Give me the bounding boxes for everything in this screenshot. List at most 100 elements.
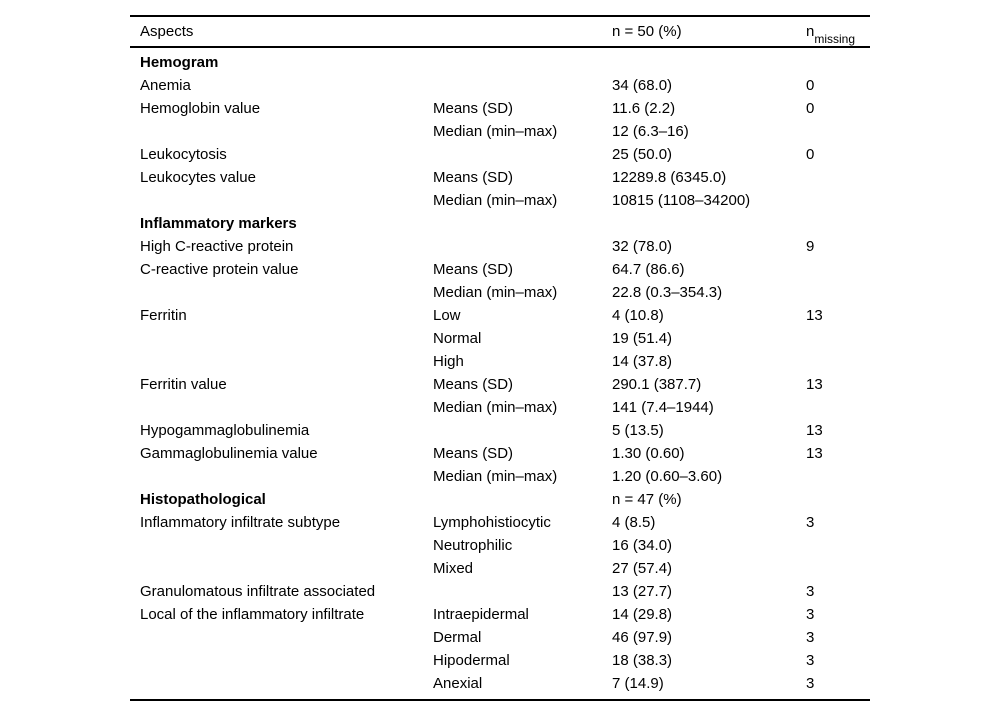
row-value: 1.30 (0.60) <box>612 445 685 462</box>
row-n-missing: 13 <box>806 376 823 393</box>
row-aspect-label: Leukocytosis <box>140 146 227 163</box>
row-aspect-label <box>140 350 433 373</box>
row-aspect-label <box>140 281 433 304</box>
table-row: Hipodermal 18 (38.3) 3 <box>130 649 870 672</box>
row-n-missing: 3 <box>806 629 815 646</box>
row-aspect-label <box>140 120 433 143</box>
section-title: Hemogram <box>140 54 219 71</box>
row-value: 12 (6.3–16) <box>612 123 689 140</box>
row-value: 22.8 (0.3–354.3) <box>612 284 723 301</box>
row-value: 12289.8 (6345.0) <box>612 169 727 186</box>
row-value: n = 47 (%) <box>612 491 682 508</box>
table-row: Ferritin Low 4 (10.8) 13 <box>130 304 870 327</box>
row-aspect-label: Anemia <box>140 77 191 94</box>
row-aspect-label: Granulomatous infiltrate associated <box>140 583 376 600</box>
header-n-missing-base: n <box>806 23 815 40</box>
row-n-missing <box>806 258 870 281</box>
row-subcategory <box>433 74 612 97</box>
row-aspect-label: Leukocytes value <box>140 169 256 186</box>
table-row: Inflammatory infiltrate subtype Lymphohis… <box>130 511 870 534</box>
row-subcategory: Means (SD) <box>433 445 514 462</box>
row-subcategory <box>433 235 612 258</box>
row-subcategory: Median (min–max) <box>433 284 558 301</box>
row-aspect-label <box>140 649 433 672</box>
header-spacer <box>433 17 612 46</box>
table-row: Leukocytosis 25 (50.0) 0 <box>130 143 870 166</box>
row-value: 16 (34.0) <box>612 537 673 554</box>
row-n-missing <box>806 189 870 212</box>
table-row: Hemoglobin value Means (SD) 11.6 (2.2) 0 <box>130 97 870 120</box>
table-row: Median (min–max) 1.20 (0.60–3.60) <box>130 465 870 488</box>
row-aspect-label <box>140 189 433 212</box>
row-n-missing <box>806 327 870 350</box>
row-value: 11.6 (2.2) <box>612 100 676 117</box>
row-aspect-label: Inflammatory infiltrate subtype <box>140 514 341 531</box>
row-value: 25 (50.0) <box>612 146 673 163</box>
header-aspects: Aspects <box>140 23 194 40</box>
table-section-row: Hemogram <box>130 51 870 74</box>
row-subcategory: Median (min–max) <box>433 192 558 209</box>
row-aspect-label <box>140 327 433 350</box>
row-aspect-label <box>140 626 433 649</box>
row-n-missing: 13 <box>806 422 823 439</box>
table-section-row: Histopathological n = 47 (%) <box>130 488 870 511</box>
row-n-missing: 13 <box>806 307 823 324</box>
section-title: Histopathological <box>140 491 266 508</box>
row-n-missing <box>806 396 870 419</box>
row-subcategory: High <box>433 353 464 370</box>
row-subcategory <box>433 143 612 166</box>
table-row: High C-reactive protein 32 (78.0) 9 <box>130 235 870 258</box>
row-aspect-label: High C-reactive protein <box>140 238 294 255</box>
table-body: Hemogram Anemia 34 (68.0) 0 Hemoglobin value… <box>130 48 870 699</box>
row-value: 7 (14.9) <box>612 675 664 692</box>
row-subcategory: Means (SD) <box>433 100 514 117</box>
table-row: Leukocytes value Means (SD) 12289.8 (6345.… <box>130 166 870 189</box>
table-row: Median (min–max) 141 (7.4–1944) <box>130 396 870 419</box>
row-n-missing <box>806 212 870 235</box>
table-row: Gammaglobulinemia value Means (SD) 1.30 (0… <box>130 442 870 465</box>
row-n-missing <box>806 534 870 557</box>
row-n-missing: 9 <box>806 238 815 255</box>
row-value: 5 (13.5) <box>612 422 664 439</box>
header-n-percent: n = 50 (%) <box>612 23 682 40</box>
row-n-missing <box>806 488 870 511</box>
row-n-missing <box>806 350 870 373</box>
header-n-missing: nmissing <box>806 17 870 46</box>
row-aspect-label <box>140 672 433 695</box>
row-value: 32 (78.0) <box>612 238 673 255</box>
row-subcategory: Means (SD) <box>433 376 514 393</box>
row-subcategory: Median (min–max) <box>433 468 558 485</box>
row-n-missing: 3 <box>806 606 815 623</box>
row-n-missing <box>806 281 870 304</box>
row-subcategory: Intraepidermal <box>433 606 529 623</box>
row-aspect-label <box>140 534 433 557</box>
row-aspect-label: Ferritin <box>140 307 187 324</box>
table-row: C-reactive protein value Means (SD) 64.7 (… <box>130 258 870 281</box>
row-aspect-label: Hypogammaglobulinemia <box>140 422 310 439</box>
row-subcategory <box>433 580 612 603</box>
table-section-row: Inflammatory markers <box>130 212 870 235</box>
row-n-missing: 0 <box>806 77 815 94</box>
table-row: Median (min–max) 10815 (1108–34200) <box>130 189 870 212</box>
row-value <box>612 212 806 235</box>
table-row: Normal 19 (51.4) <box>130 327 870 350</box>
row-value: 34 (68.0) <box>612 77 673 94</box>
row-n-missing <box>806 120 870 143</box>
table-row: Hypogammaglobulinemia 5 (13.5) 13 <box>130 419 870 442</box>
table-row: Ferritin value Means (SD) 290.1 (387.7) 13 <box>130 373 870 396</box>
row-aspect-label <box>140 396 433 419</box>
row-aspect-label: C-reactive protein value <box>140 261 299 278</box>
row-value: 14 (37.8) <box>612 353 673 370</box>
row-value: 290.1 (387.7) <box>612 376 702 393</box>
row-n-missing: 0 <box>806 146 815 163</box>
header-n-missing-subscript: missing <box>814 32 856 46</box>
row-value: 46 (97.9) <box>612 629 673 646</box>
row-subcategory: Neutrophilic <box>433 537 513 554</box>
row-value: 19 (51.4) <box>612 330 673 347</box>
row-n-missing: 3 <box>806 514 815 531</box>
row-subcategory: Median (min–max) <box>433 123 558 140</box>
clinical-findings-table: Aspects n = 50 (%) nmissing Hemogram Anem… <box>130 15 870 701</box>
row-value: 4 (8.5) <box>612 514 656 531</box>
row-n-missing: 3 <box>806 583 815 600</box>
row-value: 1.20 (0.60–3.60) <box>612 468 723 485</box>
